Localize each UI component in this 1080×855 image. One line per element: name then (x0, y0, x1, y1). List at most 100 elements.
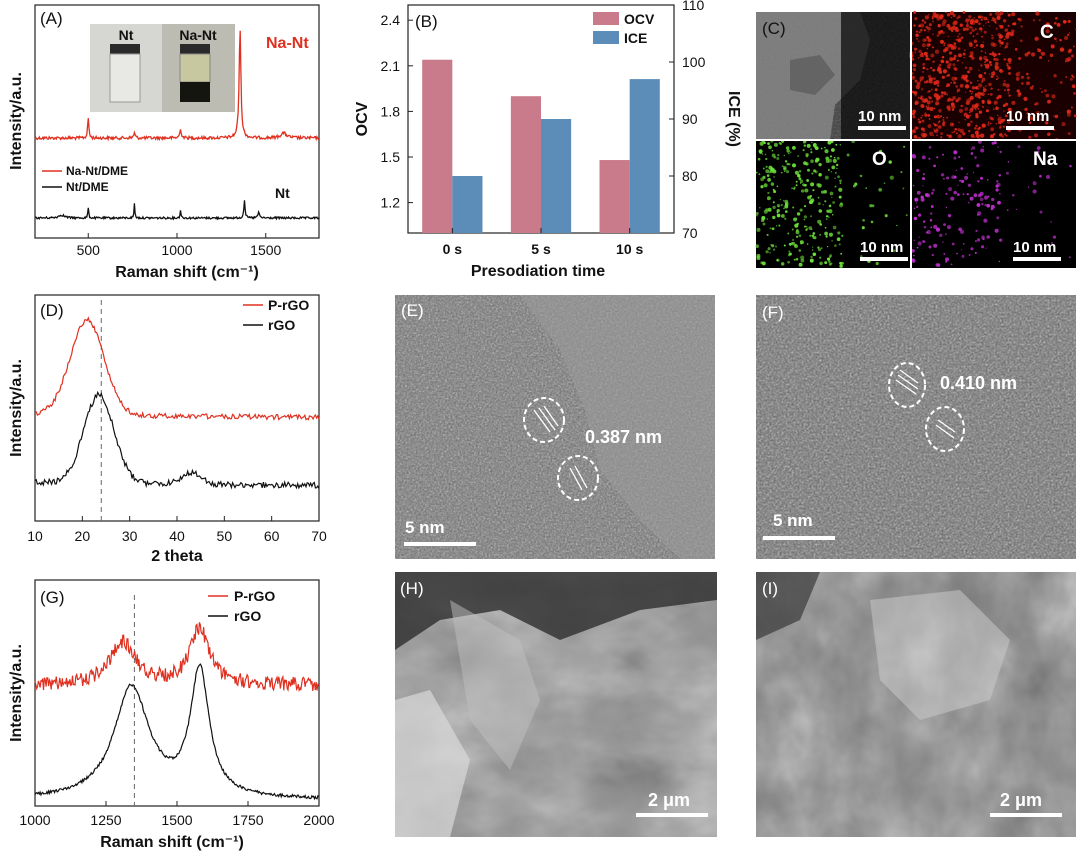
c-red-dot (943, 44, 946, 46)
c-red-dot (914, 126, 918, 130)
c-green-dot (818, 162, 822, 167)
c-red-dot (1072, 45, 1075, 48)
c-mag-dot (1006, 171, 1009, 175)
c-green-dot (780, 203, 783, 207)
c-mag-dot (962, 243, 965, 245)
c-red-dot (1029, 116, 1034, 121)
c-mag-dot (926, 193, 931, 198)
c-red-dot (964, 66, 968, 70)
c-red-dot (971, 96, 973, 98)
c-red-dot (981, 105, 985, 108)
c-red-dot (912, 109, 916, 114)
c-red-dot (983, 55, 988, 60)
c-green-dot (789, 151, 792, 153)
c-green-dot (762, 175, 766, 179)
c-green-dot (798, 234, 802, 238)
c-red-dot (912, 72, 914, 74)
c-green-dot (803, 161, 807, 166)
c-mag-dot (981, 203, 984, 206)
c-red-dot (1043, 89, 1047, 93)
lattice-circle-f1 (888, 362, 926, 408)
c-mag-dot (953, 190, 957, 195)
c-green-dot (852, 184, 856, 188)
c-mag-dot (913, 216, 918, 221)
panel-b-y2label: ICE (%) (725, 91, 742, 147)
c-red-dot (969, 111, 971, 114)
c-mag-dot (914, 197, 919, 202)
c-red-dot (1000, 35, 1003, 39)
c-green-dot (768, 170, 772, 174)
c-mag-dot (953, 175, 957, 179)
map-label-c: C (1040, 22, 1054, 43)
c-red-dot (942, 116, 945, 119)
c-red-dot (930, 66, 933, 70)
c-mag-dot (956, 252, 958, 255)
c-red-dot (925, 57, 929, 61)
c-green-dot (831, 165, 836, 170)
c-green-dot (803, 215, 808, 219)
map-darkfield-particle-detail (790, 55, 835, 95)
c-red-dot (940, 91, 944, 94)
c-green-dot (817, 219, 822, 224)
c-green-dot (799, 179, 804, 183)
c-red-dot (959, 23, 963, 27)
c-red-dot (948, 66, 951, 69)
c-mag-dot (928, 145, 932, 149)
c-mag-dot (984, 203, 987, 207)
c-mag-dot (997, 200, 1001, 205)
c-green-dot (810, 159, 814, 163)
c-green-dot (770, 167, 775, 172)
c-red-dot (958, 108, 964, 114)
c-mag-dot (950, 263, 953, 266)
c-red-dot (1071, 84, 1076, 89)
c-red-dot (947, 35, 949, 38)
panel-g-label: (G) (40, 588, 65, 607)
c-red-dot (1013, 22, 1017, 26)
c-red-dot (927, 13, 930, 16)
c-mag-dot (977, 193, 982, 198)
c-mag-dot (953, 156, 957, 160)
scale-bar-label-c4: 10 nm (1013, 239, 1056, 256)
c-red-dot (920, 88, 924, 91)
c-green-dot (756, 256, 761, 261)
lattice-circle-e1 (523, 397, 565, 443)
c-green-dot (840, 252, 843, 255)
c-red-dot (922, 133, 927, 138)
c-red-dot (977, 95, 981, 99)
c-mag-dot (966, 173, 968, 175)
panel-h: (H) 2 μm (395, 572, 717, 837)
c-mag-dot (967, 201, 970, 204)
legend-label-p-rgo-g: P-rGO (234, 588, 275, 604)
c-green-dot (765, 208, 769, 212)
c-green-dot (798, 169, 802, 173)
c-red-dot (994, 61, 999, 66)
c-red-dot (1000, 41, 1004, 45)
c-green-dot (806, 179, 810, 182)
series-rgo-line-g (34, 663, 320, 801)
c-red-dot (1002, 82, 1007, 87)
c-red-dot (932, 20, 935, 23)
scale-bar-label-f: 5 nm (773, 511, 813, 530)
c-red-dot (940, 94, 944, 98)
c-green-dot (788, 252, 792, 256)
c-green-dot (773, 155, 777, 159)
c-green-dot (831, 214, 834, 216)
c-red-dot (941, 56, 945, 59)
c-red-dot (914, 17, 918, 21)
c-green-dot (800, 258, 805, 263)
c-red-dot (964, 85, 967, 87)
c-red-dot (995, 57, 999, 62)
c-green-dot (896, 224, 898, 227)
c-red-dot (1071, 54, 1074, 58)
c-red-dot (1061, 121, 1066, 127)
c-mag-dot (1017, 145, 1021, 149)
c-mag-dot (972, 171, 975, 174)
c-red-dot (949, 10, 955, 16)
c-red-dot (1039, 87, 1042, 90)
c-red-dot (921, 119, 925, 123)
c-mag-dot (976, 164, 980, 168)
c-red-dot (1002, 19, 1007, 23)
panel-d-tick-60: 60 (264, 528, 280, 544)
c-green-dot (764, 153, 767, 156)
c-green-dot (772, 188, 775, 191)
